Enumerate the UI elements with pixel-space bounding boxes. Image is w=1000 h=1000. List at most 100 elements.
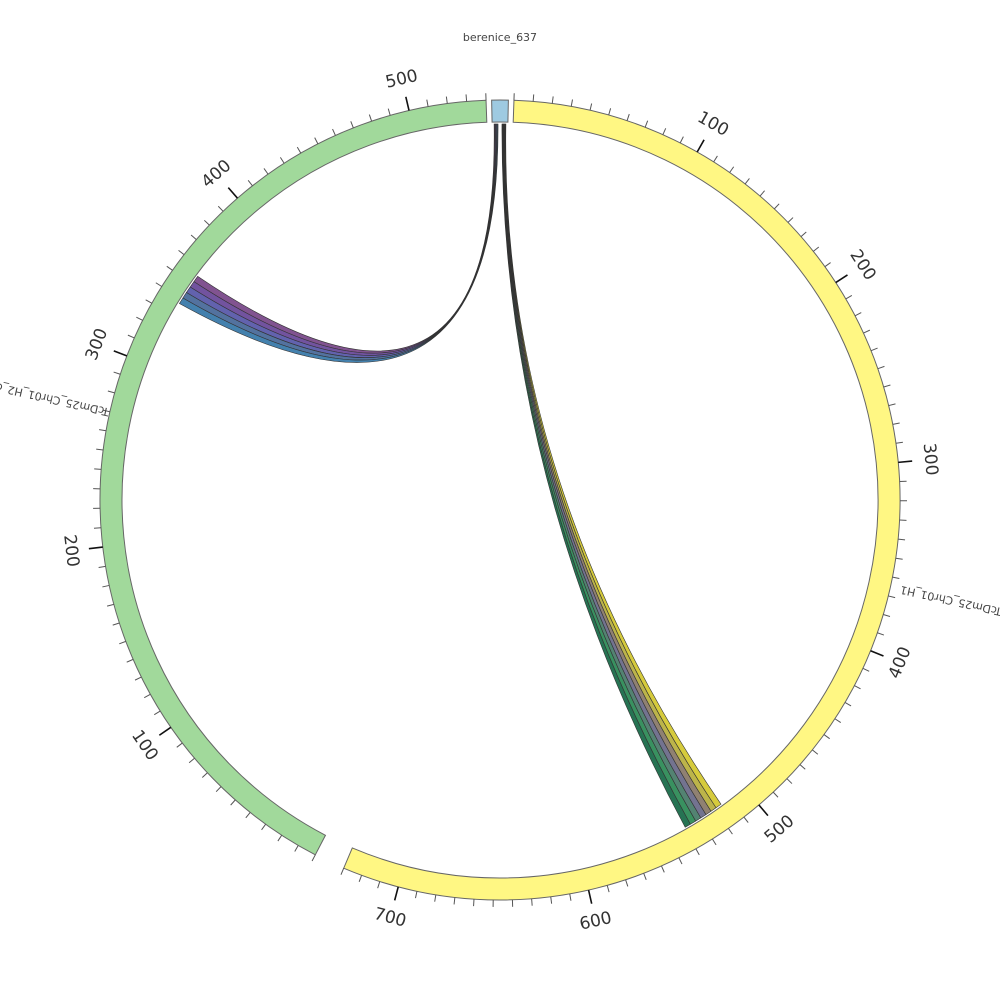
minor-tick xyxy=(215,786,222,793)
minor-tick xyxy=(695,848,700,856)
minor-tick xyxy=(106,603,114,607)
segment-arc xyxy=(343,99,901,901)
minor-tick xyxy=(176,742,183,748)
minor-tick xyxy=(662,128,667,135)
tick-label: 500 xyxy=(384,66,420,93)
minor-tick xyxy=(113,371,121,375)
minor-tick xyxy=(107,390,115,394)
minor-tick xyxy=(679,136,684,144)
minor-tick xyxy=(294,845,299,852)
major-tick xyxy=(393,886,400,901)
minor-tick xyxy=(834,718,842,723)
major-tick xyxy=(696,139,705,153)
minor-tick xyxy=(812,749,819,755)
minor-tick xyxy=(888,403,896,407)
minor-tick xyxy=(551,96,554,104)
major-tick xyxy=(113,350,128,357)
minor-tick xyxy=(332,128,336,136)
tick-label: 300 xyxy=(82,326,112,363)
segment-name: berenice_637 xyxy=(463,31,537,44)
major-tick xyxy=(587,889,593,904)
minor-tick xyxy=(678,857,683,865)
minor-tick xyxy=(854,312,862,317)
ribbon-band xyxy=(503,123,707,819)
minor-tick xyxy=(145,299,153,304)
segment-arc xyxy=(99,99,488,856)
ribbons xyxy=(178,123,722,828)
minor-tick xyxy=(643,873,647,881)
minor-tick xyxy=(98,565,106,568)
minor-tick xyxy=(813,246,820,252)
minor-tick xyxy=(350,121,354,129)
tick-label: 200 xyxy=(59,534,83,569)
minor-tick xyxy=(787,217,794,223)
minor-tick xyxy=(358,875,363,883)
minor-tick xyxy=(711,838,717,846)
minor-tick xyxy=(311,854,316,862)
minor-tick xyxy=(729,166,735,173)
minor-tick xyxy=(772,791,779,798)
minor-tick xyxy=(230,799,236,806)
minor-tick xyxy=(824,262,831,268)
minor-tick xyxy=(245,812,251,819)
segment-arc xyxy=(491,99,509,123)
minor-tick xyxy=(434,894,437,902)
ribbon-band xyxy=(503,123,712,815)
minor-tick xyxy=(773,203,780,210)
minor-tick xyxy=(800,231,807,237)
segments xyxy=(99,99,901,901)
minor-tick xyxy=(340,868,345,875)
major-tick xyxy=(758,804,769,817)
minor-tick xyxy=(263,168,269,175)
minor-tick xyxy=(465,94,468,102)
minor-tick xyxy=(414,891,418,899)
minor-tick xyxy=(112,622,120,626)
minor-tick xyxy=(153,710,161,716)
major-tick xyxy=(898,460,913,464)
major-tick xyxy=(835,274,848,284)
minor-tick xyxy=(713,155,718,163)
minor-tick xyxy=(119,640,126,645)
ribbon-band xyxy=(504,123,722,809)
minor-tick xyxy=(277,834,283,842)
minor-tick xyxy=(102,409,110,413)
minor-tick xyxy=(895,557,903,560)
minor-tick xyxy=(155,282,163,287)
minor-tick xyxy=(888,595,896,599)
minor-tick xyxy=(126,658,134,663)
minor-tick xyxy=(898,538,906,541)
minor-tick xyxy=(247,179,253,187)
minor-tick xyxy=(608,108,612,116)
minor-tick xyxy=(883,613,891,617)
minor-tick xyxy=(368,114,373,122)
ribbon-band xyxy=(502,123,702,822)
segment-name: TcDm25_Chr01_H2_c1 xyxy=(0,379,111,419)
minor-tick xyxy=(744,178,750,185)
minor-tick xyxy=(743,816,749,823)
minor-tick xyxy=(102,584,110,588)
minor-tick xyxy=(644,120,649,128)
minor-tick xyxy=(892,422,900,425)
minor-tick xyxy=(445,96,448,104)
minor-tick xyxy=(728,828,733,835)
minor-tick xyxy=(589,103,593,111)
minor-tick xyxy=(862,667,870,672)
minor-tick xyxy=(626,113,630,121)
minor-tick xyxy=(178,249,185,256)
minor-tick xyxy=(661,865,665,873)
minor-tick xyxy=(895,441,903,444)
minor-tick xyxy=(786,778,793,784)
minor-tick xyxy=(96,448,104,451)
minor-tick xyxy=(877,365,885,370)
minor-tick xyxy=(190,234,197,240)
minor-tick xyxy=(136,316,143,321)
minor-tick xyxy=(94,468,102,470)
tick-label: 100 xyxy=(694,107,732,140)
major-tick xyxy=(227,187,239,199)
major-tick xyxy=(405,96,410,111)
minor-tick xyxy=(625,879,629,887)
minor-tick xyxy=(854,685,861,690)
minor-tick xyxy=(863,329,871,334)
minor-tick xyxy=(845,294,853,300)
minor-tick xyxy=(166,265,173,271)
